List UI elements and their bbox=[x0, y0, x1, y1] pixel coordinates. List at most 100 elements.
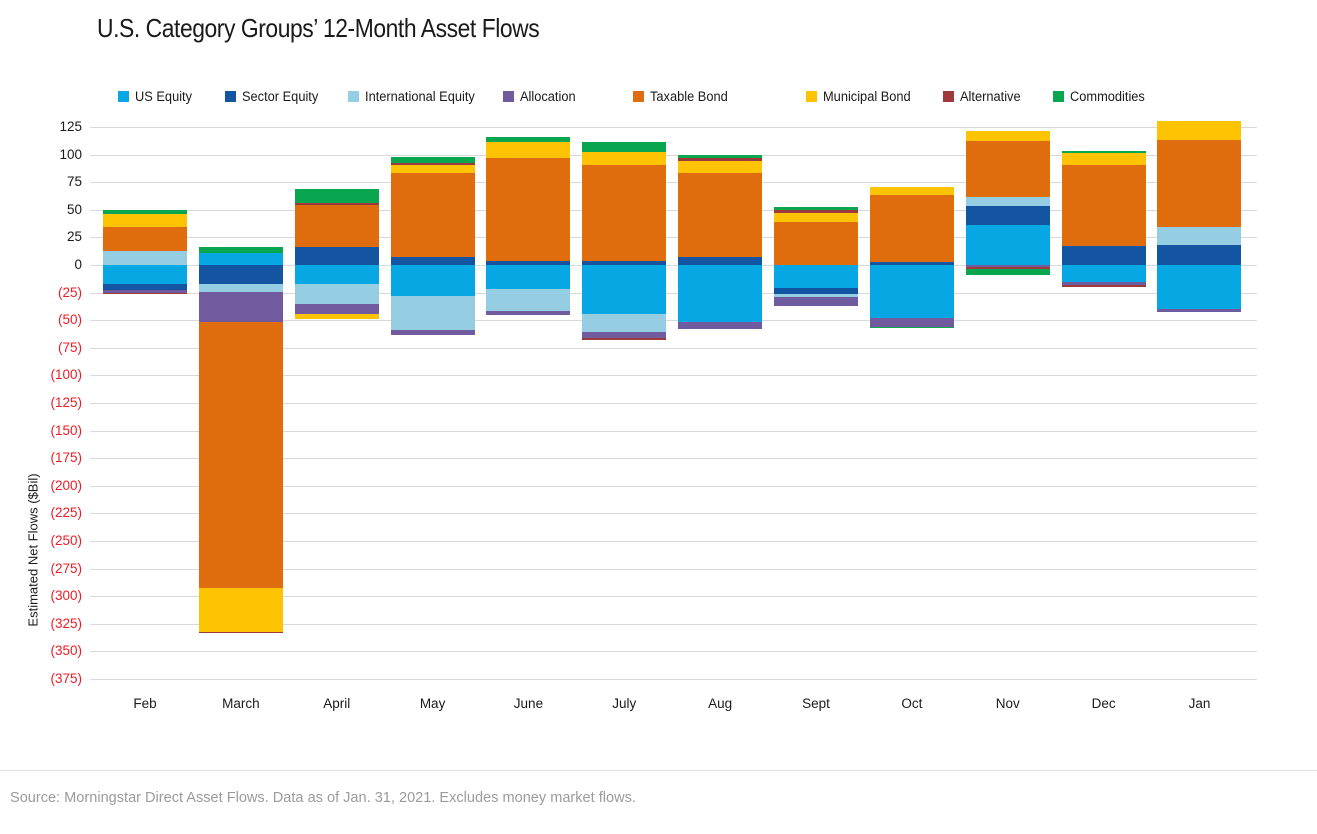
legend-swatch-icon bbox=[118, 91, 129, 102]
bar-segment-june-commodities bbox=[486, 137, 571, 143]
bar-segment-july-allocation bbox=[582, 332, 667, 338]
y-tick-label: (125) bbox=[50, 395, 82, 410]
legend-label: Sector Equity bbox=[242, 89, 319, 104]
bar-segment-oct-sector-equity bbox=[869, 262, 954, 265]
bar-segment-sept-commodities bbox=[774, 207, 859, 211]
x-tick-label-june: June bbox=[513, 696, 544, 711]
x-tick-label-july: July bbox=[612, 696, 637, 711]
y-tick-label: (250) bbox=[50, 533, 82, 548]
gridline--325 bbox=[90, 623, 1257, 625]
gridline-50 bbox=[90, 209, 1257, 211]
bar-segment-jan-allocation bbox=[1157, 309, 1242, 313]
bar-segment-sept-us-equity bbox=[774, 265, 859, 289]
bar-segment-nov-taxable-bond bbox=[965, 140, 1050, 198]
bar-segment-may-international-equity bbox=[390, 295, 475, 331]
gridline--300 bbox=[90, 596, 1257, 598]
legend-label: US Equity bbox=[135, 89, 193, 104]
bar-segment-nov-us-equity bbox=[965, 225, 1050, 265]
bar-segment-may-sector-equity bbox=[390, 256, 475, 265]
bar-segment-sept-allocation bbox=[774, 297, 859, 307]
bar-segment-april-international-equity bbox=[294, 283, 379, 304]
bar-segment-march-commodities bbox=[198, 247, 283, 254]
legend-label: Municipal Bond bbox=[823, 89, 911, 104]
bar-segment-july-taxable-bond bbox=[582, 165, 667, 262]
bar-segment-march-us-equity bbox=[198, 253, 283, 265]
gridline--50 bbox=[90, 320, 1257, 322]
x-tick-label-dec: Dec bbox=[1091, 696, 1116, 711]
bar-segment-june-taxable-bond bbox=[486, 158, 571, 262]
bar-segment-march-taxable-bond bbox=[198, 321, 283, 588]
bar-segment-nov-allocation bbox=[965, 265, 1050, 267]
bar-segment-dec-commodities bbox=[1061, 150, 1146, 153]
bar-segment-sept-sector-equity bbox=[774, 288, 859, 294]
bar-segment-june-international-equity bbox=[486, 289, 571, 311]
bar-segment-aug-municipal-bond bbox=[678, 160, 763, 173]
bar-segment-sept-taxable-bond bbox=[774, 222, 859, 265]
bar-segment-aug-alternative bbox=[678, 158, 763, 161]
bar-segment-april-us-equity bbox=[294, 265, 379, 284]
y-axis-title: Estimated Net Flows ($Bil) bbox=[25, 473, 41, 627]
gridline--275 bbox=[90, 568, 1257, 570]
gridline--225 bbox=[90, 513, 1257, 515]
legend-swatch-icon bbox=[943, 91, 954, 102]
y-tick-label: 50 bbox=[66, 201, 82, 217]
y-tick-label: (75) bbox=[57, 339, 82, 355]
source-note: Source: Morningstar Direct Asset Flows. … bbox=[10, 789, 636, 806]
gridline--125 bbox=[90, 403, 1257, 404]
bar-segment-april-alternative bbox=[294, 203, 379, 206]
bar-segment-nov-municipal-bond bbox=[965, 131, 1050, 141]
legend-swatch-icon bbox=[225, 91, 236, 102]
legend-swatch-icon bbox=[1053, 91, 1064, 102]
legend-swatch-icon bbox=[348, 91, 359, 102]
y-tick-label: (275) bbox=[50, 560, 82, 576]
bar-segment-feb-international-equity bbox=[103, 250, 187, 265]
gridline--150 bbox=[90, 430, 1257, 432]
gridline--100 bbox=[90, 375, 1257, 377]
gridline--375 bbox=[90, 679, 1257, 680]
y-tick-label: 125 bbox=[59, 119, 82, 134]
bar-segment-march-municipal-bond bbox=[198, 587, 283, 632]
bar-segment-july-alternative bbox=[582, 337, 667, 341]
bar-segment-feb-allocation bbox=[103, 289, 187, 294]
y-tick-label: 100 bbox=[59, 146, 82, 162]
bar-segment-sept-municipal-bond bbox=[774, 212, 859, 223]
bar-segment-may-taxable-bond bbox=[390, 172, 475, 257]
bar-segment-dec-allocation bbox=[1061, 281, 1146, 285]
bar-segment-dec-sector-equity bbox=[1061, 245, 1146, 265]
bar-segment-may-commodities bbox=[390, 157, 475, 163]
bar-segment-feb-commodities bbox=[103, 210, 187, 215]
bar-segment-jan-international-equity bbox=[1157, 227, 1242, 246]
bar-segment-aug-taxable-bond bbox=[678, 172, 763, 258]
legend-label: Taxable Bond bbox=[650, 89, 728, 104]
bar-segment-dec-municipal-bond bbox=[1061, 152, 1146, 166]
bar-segment-july-sector-equity bbox=[582, 261, 667, 265]
legend-label: International Equity bbox=[365, 89, 475, 104]
gridline--250 bbox=[90, 541, 1257, 542]
x-tick-label-may: May bbox=[419, 696, 446, 711]
bar-segment-feb-alternative bbox=[103, 293, 187, 295]
bar-segment-july-commodities bbox=[582, 142, 667, 153]
bar-segment-nov-sector-equity bbox=[965, 205, 1050, 226]
bar-segment-june-allocation bbox=[486, 310, 571, 316]
bar-segment-jan-municipal-bond bbox=[1157, 121, 1242, 141]
bar-segment-may-alternative bbox=[390, 162, 475, 165]
legend-swatch-icon bbox=[806, 91, 817, 102]
bar-segment-feb-sector-equity bbox=[103, 283, 187, 290]
bar-segment-march-allocation bbox=[198, 292, 283, 322]
bar-segment-april-sector-equity bbox=[294, 247, 379, 265]
bar-segment-oct-us-equity bbox=[869, 265, 954, 318]
y-tick-label: (25) bbox=[57, 284, 82, 300]
gridline-0 bbox=[90, 265, 1257, 266]
y-tick-label: (100) bbox=[50, 367, 82, 383]
bar-segment-feb-taxable-bond bbox=[103, 227, 187, 251]
footer-divider bbox=[0, 770, 1317, 771]
legend-swatch-icon bbox=[503, 91, 514, 102]
gridline-75 bbox=[90, 182, 1257, 184]
bar-segment-aug-allocation bbox=[678, 321, 763, 330]
y-tick-label: 0 bbox=[74, 257, 82, 272]
x-tick-label-march: March bbox=[222, 696, 260, 711]
bar-segment-oct-taxable-bond bbox=[869, 194, 954, 263]
bar-segment-july-us-equity bbox=[582, 265, 667, 314]
